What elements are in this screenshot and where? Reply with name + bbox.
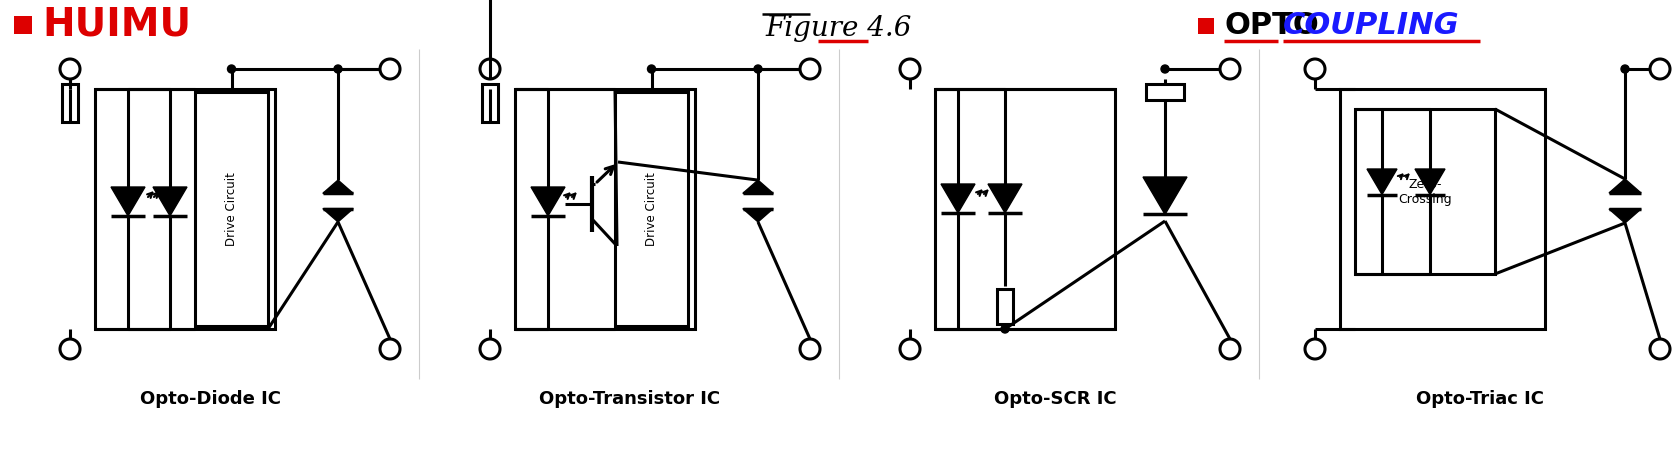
Circle shape [648, 65, 656, 73]
Circle shape [1002, 325, 1008, 333]
Text: Drive Circuit: Drive Circuit [644, 172, 658, 246]
Bar [482, 84, 498, 122]
Bar [1198, 18, 1213, 34]
Polygon shape [322, 208, 352, 222]
Bar [515, 89, 695, 329]
Text: Opto-Transistor IC: Opto-Transistor IC [539, 390, 720, 408]
Bar [1341, 89, 1545, 329]
Circle shape [1305, 59, 1326, 79]
Text: OPTO: OPTO [1223, 11, 1319, 39]
Polygon shape [1143, 177, 1186, 214]
Bar [997, 289, 1014, 324]
Text: HUIMU: HUIMU [42, 6, 191, 44]
Circle shape [1220, 339, 1240, 359]
Circle shape [60, 59, 81, 79]
Circle shape [228, 65, 235, 73]
Polygon shape [743, 208, 774, 222]
Circle shape [1305, 339, 1326, 359]
Circle shape [800, 339, 821, 359]
Text: COUPLING: COUPLING [1284, 11, 1460, 39]
Circle shape [1621, 65, 1629, 73]
Circle shape [1649, 59, 1670, 79]
Polygon shape [988, 184, 1022, 213]
Bar [195, 92, 268, 326]
Polygon shape [530, 187, 565, 216]
Circle shape [334, 65, 342, 73]
Bar [935, 89, 1114, 329]
Circle shape [379, 59, 399, 79]
Circle shape [480, 59, 500, 79]
Circle shape [899, 339, 920, 359]
Circle shape [1220, 59, 1240, 79]
Polygon shape [941, 184, 975, 213]
Text: Zero-
Crossing: Zero- Crossing [1398, 178, 1451, 206]
Circle shape [899, 59, 920, 79]
Circle shape [800, 59, 821, 79]
Bar [13, 16, 32, 34]
Polygon shape [153, 187, 186, 216]
Text: Opto-Diode IC: Opto-Diode IC [139, 390, 280, 408]
Polygon shape [1415, 169, 1445, 195]
Circle shape [480, 339, 500, 359]
Polygon shape [1609, 209, 1641, 223]
Bar [616, 92, 688, 326]
Text: Opto-Triac IC: Opto-Triac IC [1416, 390, 1544, 408]
Circle shape [753, 65, 762, 73]
Bar [96, 89, 275, 329]
Text: Figure 4.6: Figure 4.6 [765, 16, 913, 43]
Text: Drive Circuit: Drive Circuit [225, 172, 238, 246]
Circle shape [1649, 339, 1670, 359]
Bar [1356, 109, 1495, 274]
Polygon shape [111, 187, 144, 216]
Text: Opto-SCR IC: Opto-SCR IC [993, 390, 1116, 408]
Circle shape [1161, 65, 1170, 73]
Polygon shape [1368, 169, 1398, 195]
Polygon shape [743, 180, 774, 193]
Circle shape [379, 339, 399, 359]
Bar [62, 84, 77, 122]
Bar [1146, 84, 1185, 100]
Circle shape [60, 339, 81, 359]
Polygon shape [322, 180, 352, 193]
Polygon shape [1609, 179, 1641, 193]
